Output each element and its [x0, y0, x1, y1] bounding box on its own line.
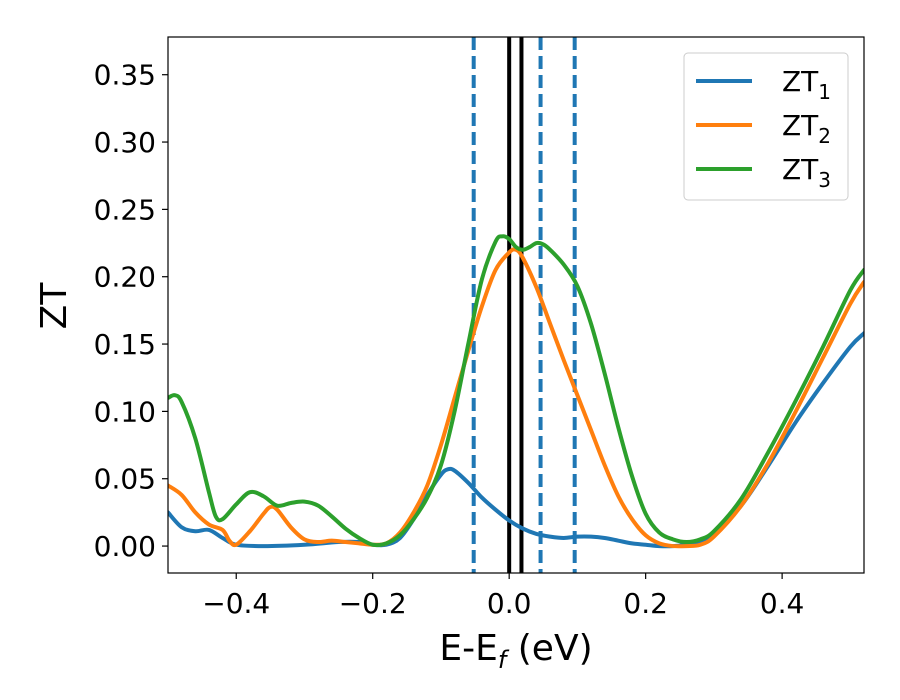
x-axis-label: E-Ef (eV) — [439, 628, 592, 674]
series-line-zt2 — [168, 247, 864, 549]
legend-label-zt3: ZT3 — [782, 153, 831, 192]
y-tick-label: 0.05 — [94, 463, 156, 496]
y-tick-label: 0.15 — [94, 328, 156, 361]
y-axis: 0.00 0.05 0.10 0.15 0.20 0.25 0.30 0.35 — [94, 59, 168, 563]
legend-label-zt2: ZT2 — [782, 109, 831, 148]
x-axis: −0.4 −0.2 0.0 0.2 0.4 — [202, 573, 804, 620]
plot-area — [167, 36, 865, 574]
y-tick-label: 0.20 — [94, 261, 156, 294]
series-line-zt3 — [168, 234, 864, 548]
x-tick-label: 0.2 — [623, 587, 668, 620]
legend-box — [683, 52, 849, 201]
y-tick-label: 0.10 — [94, 395, 156, 428]
y-tick-label: 0.35 — [94, 59, 156, 92]
series-lines — [168, 234, 864, 549]
x-tick-label: 0.0 — [487, 587, 532, 620]
y-tick-label: 0.00 — [94, 530, 156, 563]
series-line-zt1 — [168, 331, 864, 549]
x-tick-label: −0.4 — [202, 587, 270, 620]
reference-lines — [471, 37, 577, 573]
y-axis-label: ZT — [34, 282, 75, 330]
y-tick-label: 0.25 — [94, 193, 156, 226]
y-tick-label: 0.30 — [94, 126, 156, 159]
x-tick-label: 0.4 — [760, 587, 805, 620]
legend-label-zt1: ZT1 — [782, 65, 831, 104]
x-tick-label: −0.2 — [339, 587, 407, 620]
legend: ZT1 ZT2 ZT3 — [683, 52, 849, 201]
